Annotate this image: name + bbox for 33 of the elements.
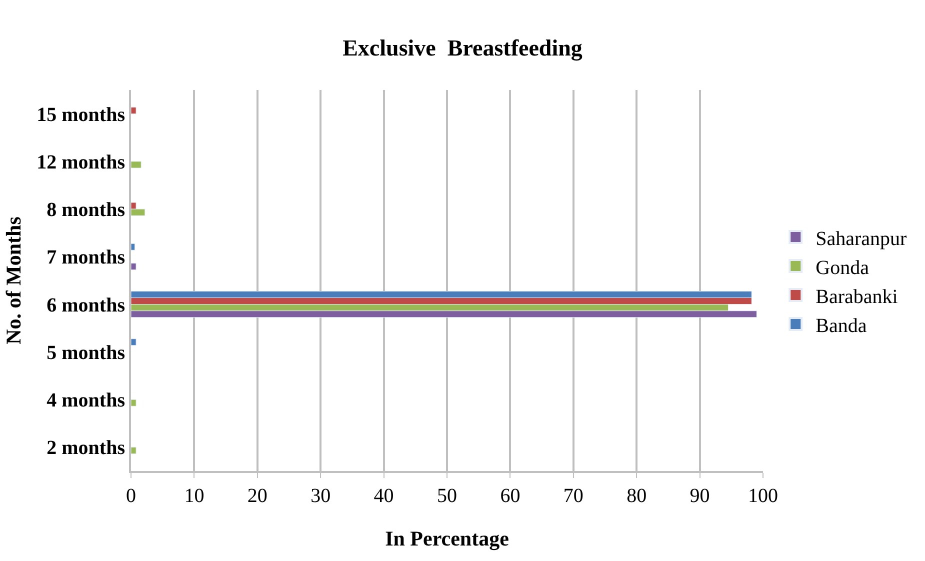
x-tick-label: 30: [310, 485, 331, 507]
x-axis-title: In Percentage: [385, 526, 509, 551]
bar: [131, 262, 136, 270]
y-tick-label: 8 months: [46, 199, 126, 222]
y-tick-label: 7 months: [46, 246, 126, 269]
x-tick-label: 0: [126, 485, 136, 507]
x-tick-label: 90: [690, 485, 710, 507]
legend-label: Banda: [816, 314, 867, 337]
y-axis-title: No. of Months: [1, 216, 26, 344]
y-tick-label: 5 months: [46, 342, 126, 364]
bar: [131, 243, 136, 250]
y-tick-label: 2 months: [46, 437, 126, 460]
y-tick-label: 4 months: [46, 390, 126, 412]
legend-label: Saharanpur: [816, 228, 908, 250]
x-tick-label: 40: [374, 485, 394, 507]
y-tick-label: 12 months: [36, 151, 126, 174]
bar: [131, 399, 136, 406]
x-tick-label: 80: [626, 485, 647, 507]
y-tick-label: 15 months: [36, 104, 126, 126]
chart-title: Exclusive Breastfeeding: [342, 35, 583, 62]
x-tick-label: 70: [563, 485, 584, 507]
legend-label: Barabanki: [816, 286, 898, 308]
x-tick-label: 50: [437, 485, 457, 507]
bar: [131, 107, 136, 114]
legend-label: Gonda: [816, 256, 870, 279]
bar: [131, 338, 136, 346]
x-tick-label: 20: [247, 485, 268, 507]
x-tick-label: 100: [748, 485, 778, 507]
y-tick-label: 6 months: [46, 294, 126, 316]
x-tick-label: 60: [500, 485, 520, 507]
x-tick-label: 10: [184, 485, 204, 507]
bar: [131, 161, 142, 168]
bar: [131, 446, 136, 454]
